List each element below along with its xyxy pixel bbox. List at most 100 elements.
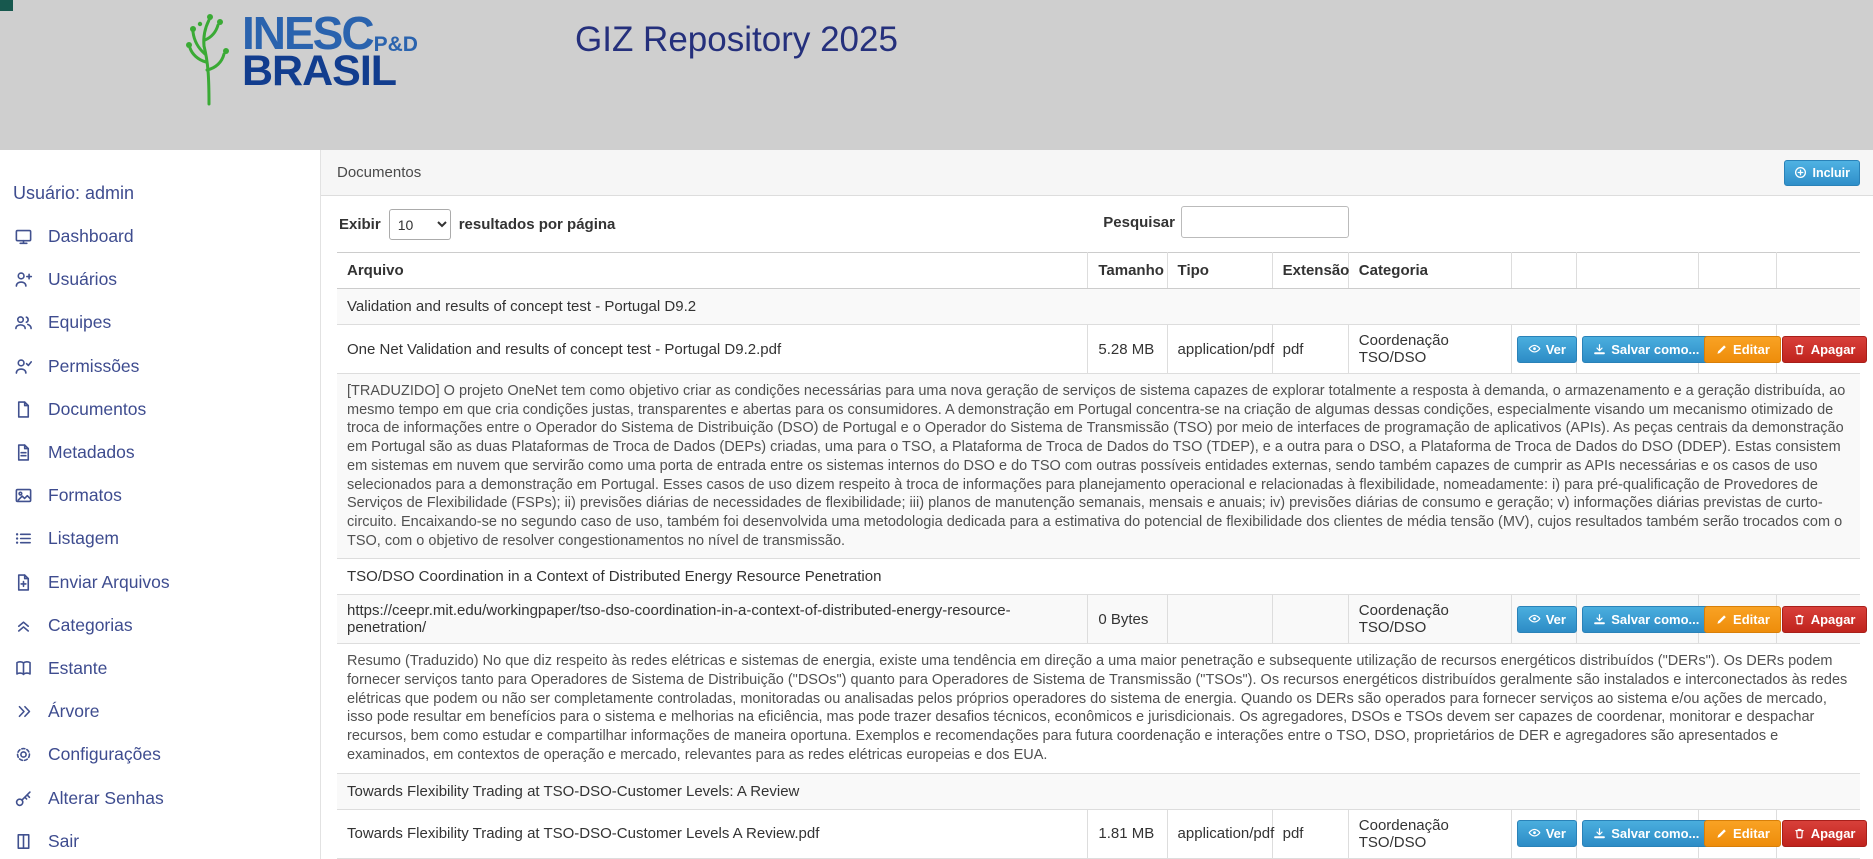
group-title: Towards Flexibility Trading at TSO-DSO-C… (337, 773, 1860, 810)
salvar-como-button[interactable]: Salvar como... (1582, 605, 1711, 633)
column-header-actions (1576, 252, 1700, 289)
editar-button[interactable]: Editar (1704, 605, 1781, 633)
sidebar-item-label: Estante (48, 657, 108, 678)
apagar-cell: Apagar (1775, 324, 1867, 374)
editar-button[interactable]: Editar (1704, 820, 1781, 848)
group-row: Towards Flexibility Trading at TSO-DSO-C… (337, 773, 1860, 810)
sidebar-item-listagem[interactable]: Listagem (13, 517, 320, 560)
tipo-cell: application/pdf (1166, 324, 1274, 374)
incluir-button-label: Incluir (1812, 165, 1850, 180)
logo-text-pd: P&D (373, 33, 418, 56)
apagar-button[interactable]: Apagar (1781, 335, 1867, 363)
column-header-actions (1775, 252, 1860, 289)
sidebar-item-label: Formatos (48, 485, 122, 506)
download-icon (1593, 343, 1606, 356)
salvar-como-button-label: Salvar como... (1611, 341, 1700, 357)
sidebar-item-label: Configurações (48, 744, 161, 765)
apagar-button[interactable]: Apagar (1781, 605, 1867, 633)
tamanho-cell: 0 Bytes (1087, 594, 1168, 644)
column-header-categoria: Categoria (1347, 252, 1512, 289)
documents-table: Arquivo Tamanho Tipo Extensão Categoria Vali… (337, 252, 1867, 859)
search-input[interactable] (1181, 206, 1349, 238)
sidebar-item-categorias[interactable]: Categorias (13, 604, 320, 647)
trash-icon (1793, 827, 1806, 840)
ver-button[interactable]: Ver (1516, 605, 1577, 633)
user-label: Usuário: admin (13, 183, 135, 203)
user-check-icon (13, 356, 33, 376)
corner-accent (0, 0, 13, 11)
page-size-select[interactable]: 10 (388, 209, 451, 240)
categoria-cell: Coordenação TSO/DSO (1347, 594, 1512, 644)
salvar-como-button[interactable]: Salvar como... (1582, 820, 1711, 848)
plus-circle-icon (1794, 166, 1807, 179)
categoria-cell: Coordenação TSO/DSO (1347, 809, 1512, 859)
editar-button-label: Editar (1733, 826, 1770, 842)
ver-button-label: Ver (1545, 341, 1566, 357)
column-header-tamanho: Tamanho (1087, 252, 1168, 289)
arquivo-cell: One Net Validation and results of concep… (337, 324, 1089, 374)
arquivo-cell: https://ceepr.mit.edu/workingpaper/tso-d… (337, 594, 1089, 644)
trash-icon (1793, 343, 1806, 356)
panel-body: Exibir 10 resultados por página Pesquisa… (321, 196, 1873, 859)
sidebar-item-label: Listagem (48, 528, 120, 549)
sidebar-item-documentos[interactable]: Documentos (13, 388, 320, 431)
sidebar-item-alterar-senhas[interactable]: Alterar Senhas (13, 776, 320, 819)
apagar-button-label: Apagar (1810, 341, 1856, 357)
image-icon (13, 486, 33, 506)
apagar-button-label: Apagar (1810, 611, 1856, 627)
document-row: https://ceepr.mit.edu/workingpaper/tso-d… (337, 594, 1867, 644)
book-icon (13, 658, 33, 678)
logo-text-inesc: INESC (242, 7, 375, 59)
results-per-page-label: resultados por página (458, 216, 616, 233)
group-row: TSO/DSO Coordination in a Context of Dis… (337, 559, 1860, 595)
sidebar-item-arvore[interactable]: Árvore (13, 690, 320, 733)
group-title: Validation and results of concept test -… (337, 288, 1860, 325)
monitor-icon (13, 227, 33, 247)
users-icon (13, 313, 33, 333)
editar-button[interactable]: Editar (1704, 335, 1781, 363)
ver-cell: Ver (1510, 809, 1578, 859)
apagar-button-label: Apagar (1810, 826, 1856, 842)
description-row: Resumo (Traduzido) No que diz respeito à… (337, 644, 1860, 774)
file-text-icon (13, 443, 33, 463)
sidebar-item-label: Árvore (48, 701, 100, 722)
sidebar-item-formatos[interactable]: Formatos (13, 474, 320, 517)
sidebar-item-estante[interactable]: Estante (13, 647, 320, 690)
editar-cell: Editar (1698, 809, 1781, 859)
ver-button[interactable]: Ver (1516, 335, 1577, 363)
sidebar-item-permissoes[interactable]: Permissões (13, 345, 320, 388)
incluir-button[interactable]: Incluir (1784, 159, 1860, 186)
sidebar-item-sair[interactable]: Sair (13, 820, 320, 859)
editar-button-label: Editar (1733, 611, 1770, 627)
ver-button[interactable]: Ver (1516, 820, 1577, 848)
apagar-button[interactable]: Apagar (1781, 820, 1867, 848)
sidebar-item-label: Categorias (48, 614, 133, 635)
sidebar-item-enviar-arquivos[interactable]: Enviar Arquivos (13, 561, 320, 604)
sidebar-item-label: Alterar Senhas (48, 787, 164, 808)
panel-heading: Documentos Incluir (321, 150, 1873, 196)
column-header-actions (1510, 252, 1578, 289)
document-row: One Net Validation and results of concep… (337, 324, 1867, 374)
document-description: Resumo (Traduzido) No que diz respeito à… (347, 653, 1848, 763)
salvar-como-button[interactable]: Salvar como... (1582, 335, 1711, 363)
salvar-como-cell: Salvar como... (1576, 324, 1711, 374)
page-length-control: Exibir 10 resultados por página (339, 209, 615, 240)
sidebar-item-configuracoes[interactable]: Configurações (13, 733, 320, 776)
sidebar-item-equipes[interactable]: Equipes (13, 301, 320, 344)
chevrons-right-icon (13, 702, 33, 722)
search-control: Pesquisar (1103, 206, 1349, 238)
trash-icon (1793, 613, 1806, 626)
document-description: [TRADUZIDO] O projeto OneNet tem como ob… (337, 373, 1860, 559)
inesc-brasil-logo: INESCP&D BRASIL (178, 10, 418, 106)
key-icon (13, 788, 33, 808)
editar-cell: Editar (1698, 324, 1781, 374)
sidebar-item-usuarios[interactable]: Usuários (13, 258, 320, 301)
salvar-como-cell: Salvar como... (1576, 809, 1711, 859)
extensao-cell (1271, 594, 1349, 644)
sidebar-item-metadados[interactable]: Metadados (13, 431, 320, 474)
sidebar-item-dashboard[interactable]: Dashboard (13, 215, 320, 258)
logo-text-brasil: BRASIL (242, 47, 397, 95)
pencil-icon (1715, 613, 1728, 626)
column-header-tipo: Tipo (1166, 252, 1273, 289)
pesquisar-label: Pesquisar (1103, 213, 1175, 231)
